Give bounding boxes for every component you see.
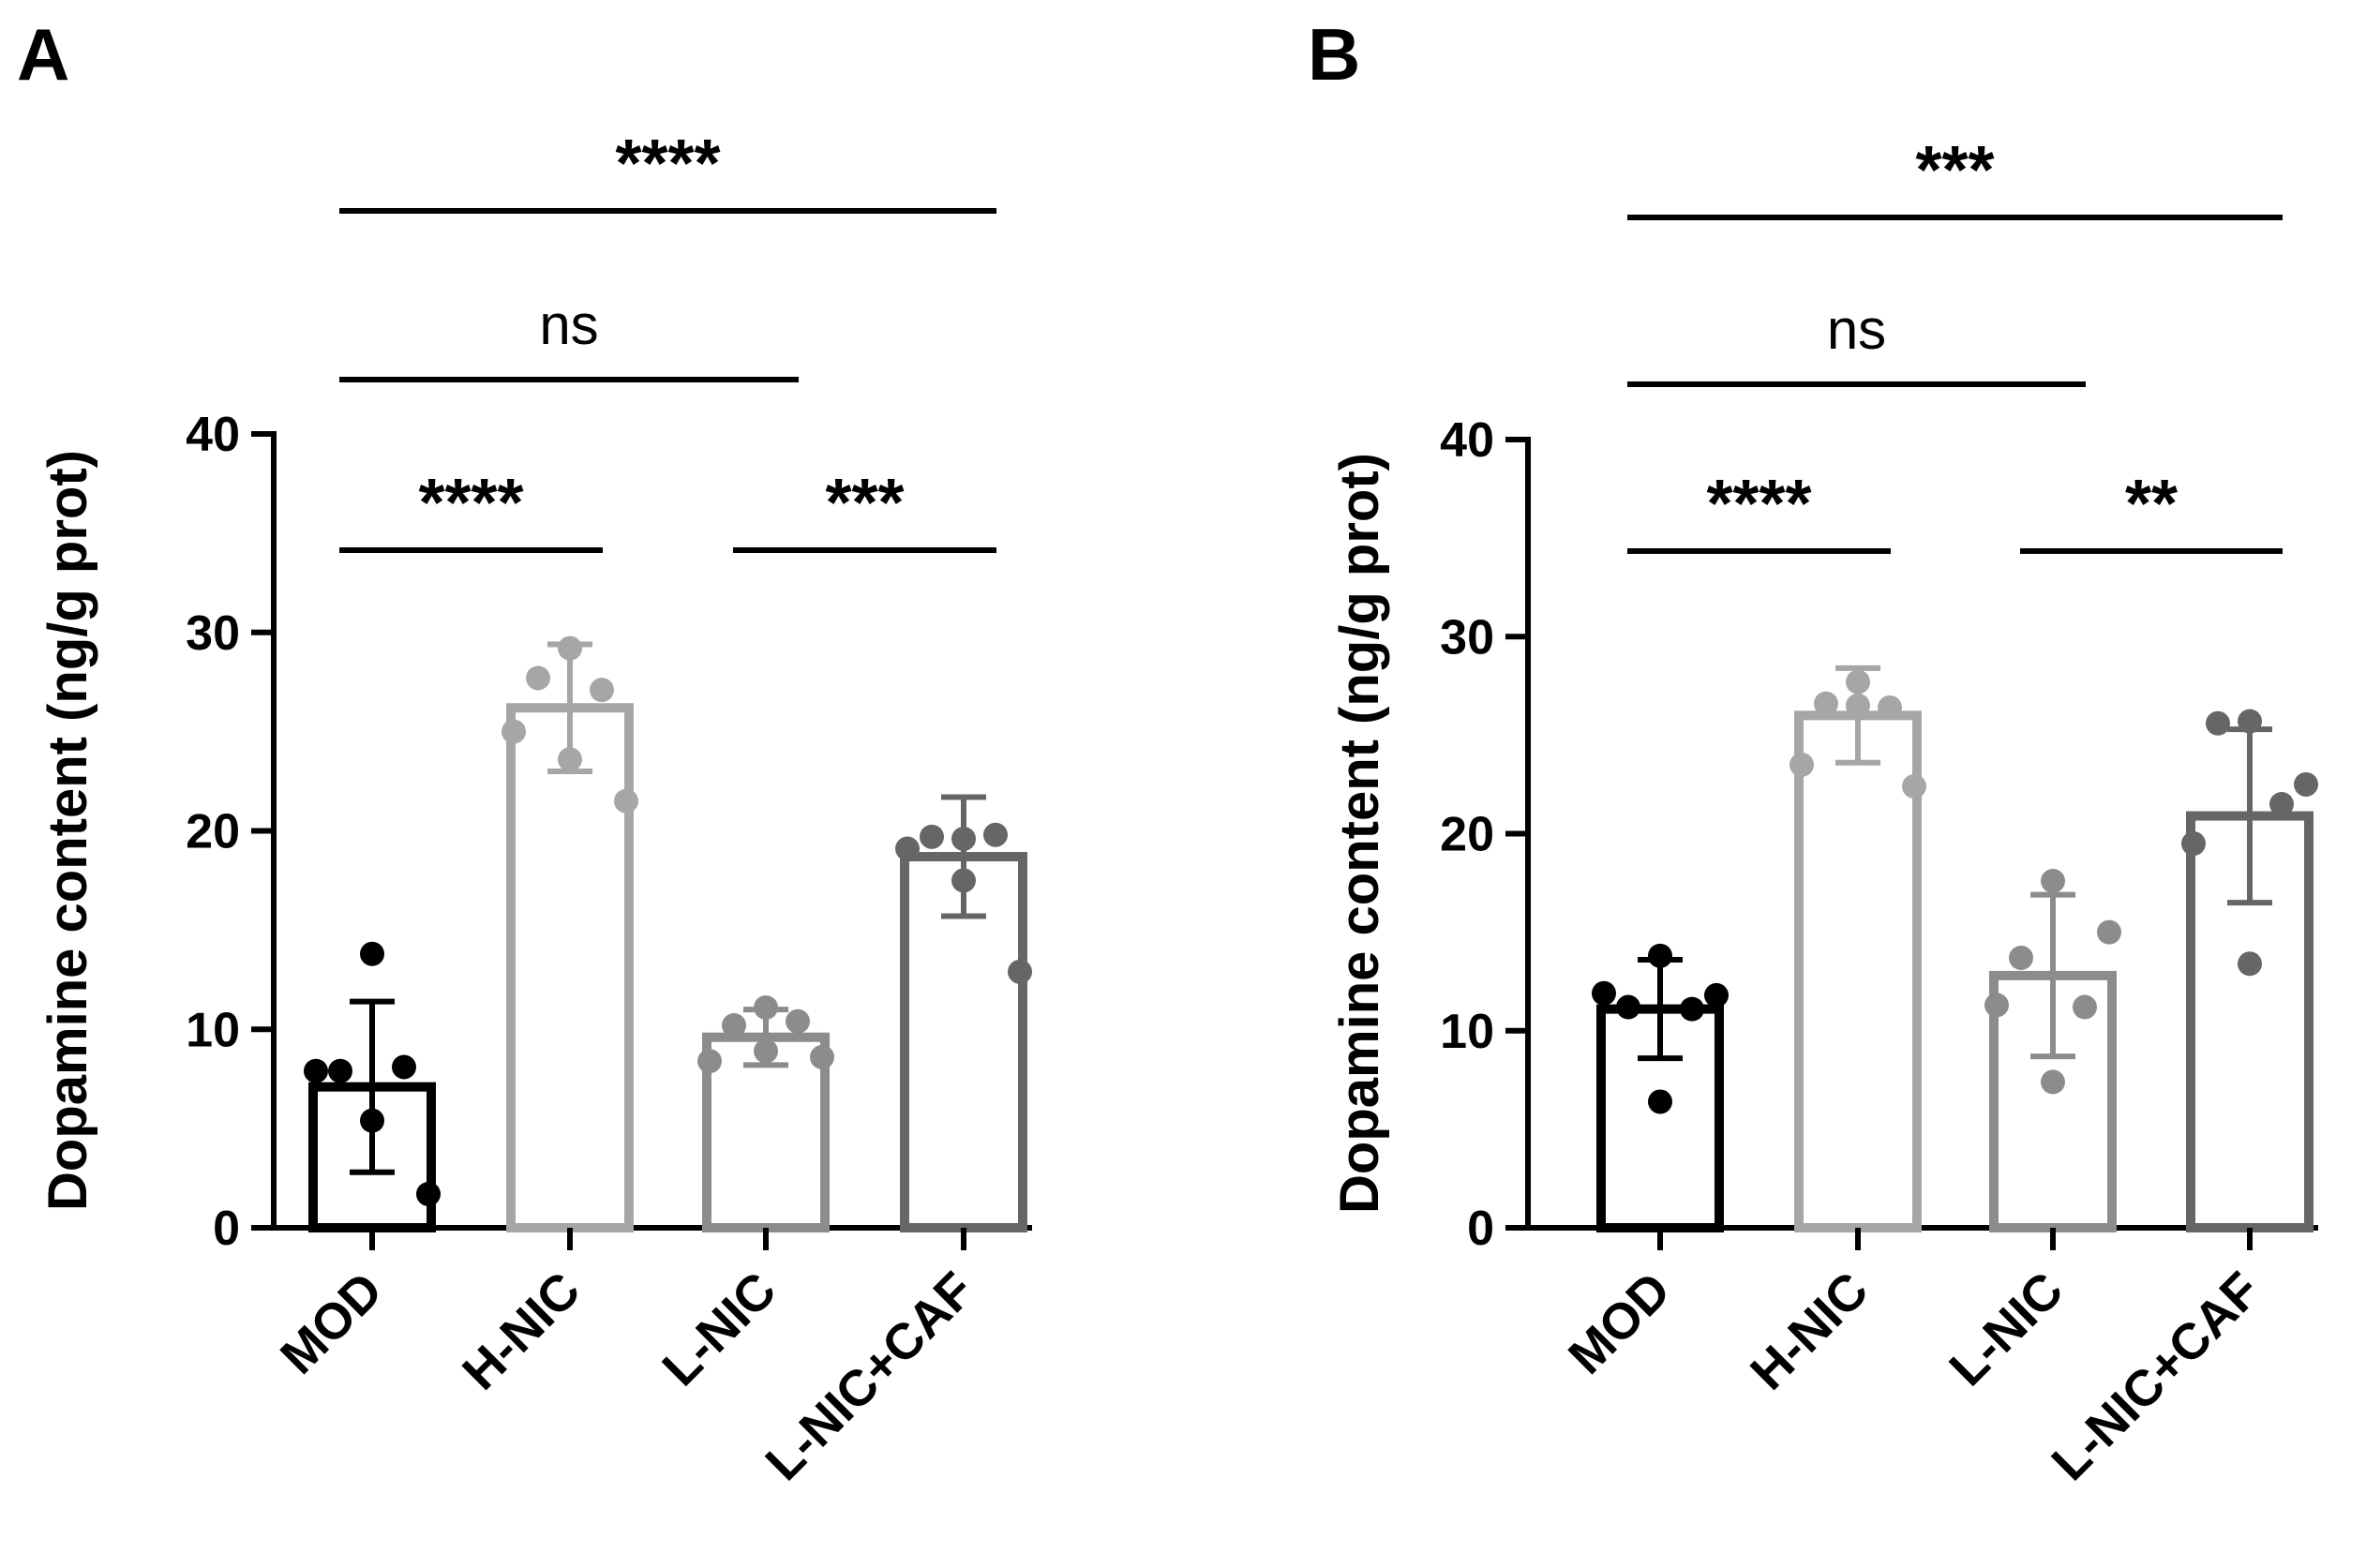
data-point-l-nic-caf <box>951 868 976 893</box>
x-category-label-l-nic: L-NIC <box>651 1262 786 1396</box>
data-point-mod <box>360 941 384 966</box>
data-point-l-nic <box>810 1044 834 1069</box>
data-point-h-nic <box>558 635 582 661</box>
y-tick-label: 0 <box>1467 1202 1494 1256</box>
data-point-l-nic <box>2041 868 2065 893</box>
data-point-l-nic <box>722 1013 746 1038</box>
y-tick-label: 30 <box>1440 610 1494 665</box>
y-tick-label: 20 <box>186 805 240 859</box>
data-point-mod <box>1648 1089 1672 1114</box>
data-point-l-nic <box>754 994 778 1020</box>
data-point-mod <box>1704 982 1729 1008</box>
data-point-l-nic <box>2041 1069 2065 1095</box>
y-tick-label: 0 <box>213 1202 240 1256</box>
x-category-label-mod: MOD <box>1558 1262 1682 1385</box>
data-point-mod <box>1648 943 1672 968</box>
data-point-l-nic-caf <box>2269 791 2294 816</box>
data-point-h-nic <box>502 719 526 744</box>
data-point-mod <box>360 1108 384 1133</box>
y-tick-label: 30 <box>186 606 240 661</box>
data-point-l-nic-caf <box>1008 959 1032 984</box>
significance-label: **** <box>615 127 720 202</box>
data-point-l-nic-caf <box>951 826 976 851</box>
data-point-h-nic <box>1846 693 1870 718</box>
x-category-label-l-nic: L-NIC <box>1939 1262 2074 1396</box>
data-point-l-nic-caf <box>895 836 920 861</box>
data-point-h-nic <box>1789 752 1814 777</box>
data-point-mod <box>328 1058 352 1083</box>
significance-label: ns <box>539 293 598 356</box>
data-point-h-nic <box>1902 774 1926 799</box>
data-point-l-nic-caf <box>2238 709 2262 734</box>
data-point-l-nic <box>2097 919 2121 945</box>
significance-label: *** <box>1915 133 1994 208</box>
significance-label: *** <box>825 466 904 541</box>
significance-label: **** <box>418 466 523 541</box>
panel-a: A 0 10 20 30 40 Dopamine content (ng/g prot) M… <box>17 13 1032 1491</box>
x-category-label-h-nic: H-NIC <box>1740 1262 1879 1400</box>
data-point-mod <box>416 1182 441 1207</box>
data-point-h-nic <box>1846 669 1870 694</box>
data-point-l-nic <box>697 1049 722 1074</box>
data-point-l-nic <box>1984 993 2009 1018</box>
panel-b: B 0 10 20 30 40 Dopamine content (ng/g prot) M… <box>1308 13 2318 1491</box>
significance-label: ** <box>2125 467 2178 542</box>
data-point-l-nic-caf <box>920 824 944 849</box>
data-point-h-nic <box>1878 694 1902 720</box>
data-point-l-nic-caf <box>2206 710 2230 736</box>
data-point-l-nic-caf <box>2294 771 2318 797</box>
data-point-l-nic-caf <box>983 822 1008 847</box>
bar-h-nic <box>1794 710 1922 1232</box>
panel-label-a: A <box>17 13 69 96</box>
x-category-label-l-nic-caf: L-NIC+CAF <box>755 1262 984 1491</box>
x-category-label-h-nic: H-NIC <box>452 1262 591 1400</box>
data-point-h-nic <box>1814 691 1838 716</box>
data-point-mod <box>1680 996 1704 1022</box>
y-axis-label: Dopamine content (ng/g prot) <box>1329 453 1390 1214</box>
data-point-h-nic <box>526 665 550 691</box>
data-point-h-nic <box>590 678 614 703</box>
data-point-mod <box>304 1058 328 1083</box>
data-point-l-nic <box>754 1038 778 1064</box>
y-tick-label: 40 <box>1440 413 1494 468</box>
data-point-h-nic <box>614 788 638 814</box>
y-axis-label: Dopamine content (ng/g prot) <box>37 450 98 1211</box>
data-point-l-nic-caf <box>2238 951 2262 977</box>
y-tick-label: 20 <box>1440 808 1494 862</box>
x-category-label-mod: MOD <box>270 1262 394 1385</box>
significance-label: ns <box>1827 298 1886 361</box>
y-tick-label: 40 <box>186 408 240 462</box>
data-point-l-nic <box>786 1008 810 1034</box>
data-point-l-nic-caf <box>2181 831 2206 857</box>
significance-label: **** <box>1706 467 1811 542</box>
data-point-mod <box>1616 994 1640 1020</box>
data-point-h-nic <box>558 747 582 772</box>
y-tick-label: 10 <box>1440 1005 1494 1059</box>
data-point-mod <box>392 1054 416 1080</box>
data-point-l-nic <box>2073 994 2097 1020</box>
y-tick-label: 10 <box>186 1003 240 1057</box>
data-point-l-nic <box>2009 945 2033 970</box>
bar-h-nic <box>506 703 634 1232</box>
x-category-label-l-nic-caf: L-NIC+CAF <box>2041 1262 2270 1491</box>
panel-label-b: B <box>1308 13 1360 96</box>
data-point-mod <box>1592 980 1616 1006</box>
